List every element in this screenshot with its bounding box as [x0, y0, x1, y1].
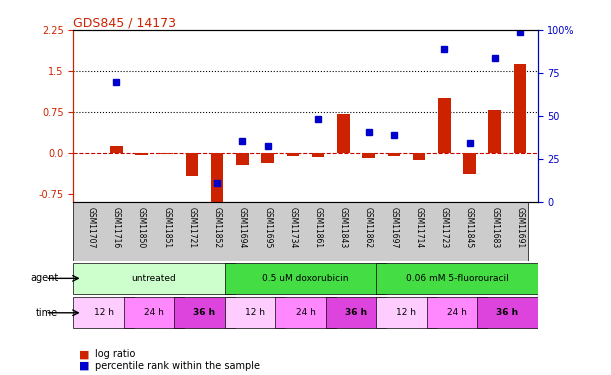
Bar: [186, 153, 198, 176]
FancyBboxPatch shape: [225, 297, 285, 328]
Bar: [387, 153, 400, 156]
Text: GDS845 / 14173: GDS845 / 14173: [73, 17, 177, 30]
Bar: [160, 153, 173, 154]
FancyBboxPatch shape: [73, 297, 134, 328]
Bar: [236, 153, 249, 165]
Text: GSM11695: GSM11695: [263, 207, 272, 248]
FancyBboxPatch shape: [73, 202, 527, 261]
Text: ■: ■: [79, 350, 90, 359]
Text: agent: agent: [30, 273, 58, 284]
Bar: [413, 153, 425, 159]
Text: GSM11694: GSM11694: [238, 207, 247, 248]
Text: GSM11697: GSM11697: [389, 207, 398, 248]
FancyBboxPatch shape: [376, 263, 538, 294]
Bar: [312, 153, 324, 158]
Text: 36 h: 36 h: [345, 308, 367, 317]
FancyBboxPatch shape: [124, 297, 185, 328]
Bar: [488, 110, 501, 153]
Text: 24 h: 24 h: [296, 308, 315, 317]
Bar: [463, 153, 476, 174]
Text: ■: ■: [79, 361, 90, 370]
Text: log ratio: log ratio: [95, 350, 135, 359]
Text: time: time: [36, 308, 58, 318]
Text: 24 h: 24 h: [447, 308, 467, 317]
Text: GSM11691: GSM11691: [516, 207, 524, 248]
Bar: [211, 153, 224, 202]
Text: GSM11845: GSM11845: [465, 207, 474, 248]
FancyBboxPatch shape: [426, 297, 487, 328]
Text: GSM11734: GSM11734: [288, 207, 298, 248]
FancyBboxPatch shape: [326, 297, 386, 328]
Bar: [110, 146, 123, 153]
Text: untreated: untreated: [132, 274, 177, 283]
Bar: [337, 114, 349, 153]
Text: GSM11850: GSM11850: [137, 207, 146, 248]
Bar: [362, 153, 375, 158]
Text: GSM11683: GSM11683: [490, 207, 499, 248]
Bar: [287, 153, 299, 156]
Text: 12 h: 12 h: [245, 308, 265, 317]
FancyBboxPatch shape: [376, 297, 437, 328]
Text: 0.5 uM doxorubicin: 0.5 uM doxorubicin: [262, 274, 349, 283]
Text: GSM11714: GSM11714: [415, 207, 423, 248]
FancyBboxPatch shape: [275, 297, 336, 328]
Text: GSM11862: GSM11862: [364, 207, 373, 248]
Text: GSM11716: GSM11716: [112, 207, 121, 248]
Text: 36 h: 36 h: [496, 308, 519, 317]
Text: GSM11852: GSM11852: [213, 207, 222, 248]
Bar: [262, 153, 274, 163]
Text: 36 h: 36 h: [194, 308, 216, 317]
FancyBboxPatch shape: [477, 297, 538, 328]
FancyBboxPatch shape: [174, 297, 235, 328]
FancyBboxPatch shape: [225, 263, 386, 294]
Text: GSM11843: GSM11843: [339, 207, 348, 248]
Text: 12 h: 12 h: [397, 308, 417, 317]
Text: 0.06 mM 5-fluorouracil: 0.06 mM 5-fluorouracil: [406, 274, 508, 283]
Text: 12 h: 12 h: [93, 308, 114, 317]
Bar: [438, 98, 451, 153]
Text: GSM11861: GSM11861: [313, 207, 323, 248]
Bar: [135, 153, 148, 154]
Text: 24 h: 24 h: [144, 308, 164, 317]
FancyBboxPatch shape: [73, 263, 235, 294]
Text: GSM11707: GSM11707: [87, 207, 95, 248]
Text: percentile rank within the sample: percentile rank within the sample: [95, 361, 260, 370]
Text: GSM11851: GSM11851: [162, 207, 171, 248]
Text: GSM11721: GSM11721: [188, 207, 196, 248]
Text: GSM11723: GSM11723: [440, 207, 449, 248]
Bar: [514, 64, 526, 153]
